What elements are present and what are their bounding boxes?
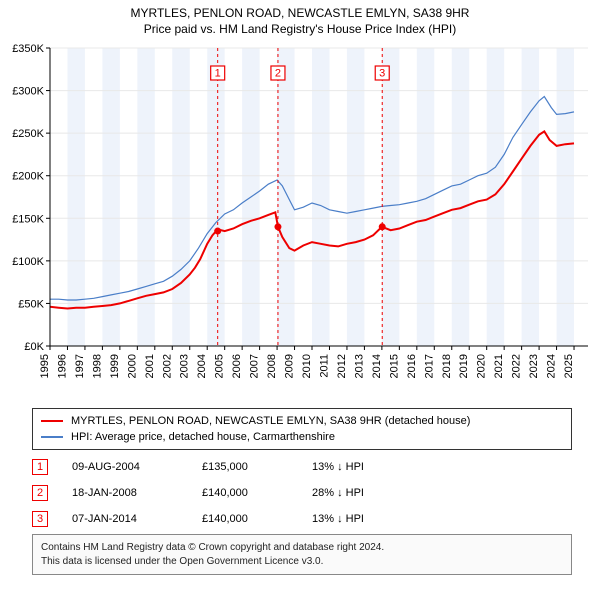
svg-text:2009: 2009: [284, 354, 296, 378]
svg-text:1: 1: [215, 68, 221, 80]
svg-text:2014: 2014: [371, 354, 383, 378]
svg-text:£100K: £100K: [12, 256, 44, 268]
legend-label: MYRTLES, PENLON ROAD, NEWCASTLE EMLYN, S…: [71, 415, 470, 427]
svg-text:2016: 2016: [406, 354, 418, 378]
svg-text:2011: 2011: [318, 354, 330, 378]
events-list: 1 09-AUG-2004 £135,000 13% ↓ HPI 2 18-JA…: [32, 454, 572, 532]
footer-attribution: Contains HM Land Registry data © Crown c…: [32, 534, 572, 575]
legend-row: HPI: Average price, detached house, Carm…: [41, 429, 563, 445]
footer-line: This data is licensed under the Open Gov…: [41, 555, 563, 569]
event-price: £135,000: [202, 461, 312, 473]
svg-text:2000: 2000: [126, 354, 138, 378]
svg-text:1999: 1999: [109, 354, 121, 378]
svg-text:2002: 2002: [161, 354, 173, 378]
event-marker: 3: [32, 511, 48, 527]
svg-text:1998: 1998: [91, 354, 103, 378]
svg-text:2008: 2008: [266, 354, 278, 378]
svg-text:2021: 2021: [493, 354, 505, 378]
event-row: 2 18-JAN-2008 £140,000 28% ↓ HPI: [32, 480, 572, 506]
svg-text:£200K: £200K: [12, 171, 44, 183]
svg-text:2010: 2010: [301, 354, 313, 378]
svg-text:£300K: £300K: [12, 86, 44, 98]
svg-text:2001: 2001: [144, 354, 156, 378]
chart-area: 1 2 3 £0K £50K £100K £150K £200K £250K £300K £350K…: [0, 42, 600, 402]
svg-text:2004: 2004: [196, 354, 208, 378]
svg-text:2024: 2024: [546, 354, 558, 378]
svg-text:1996: 1996: [56, 354, 68, 378]
svg-text:2023: 2023: [528, 354, 540, 378]
svg-text:£250K: £250K: [12, 128, 44, 140]
svg-text:1995: 1995: [39, 354, 51, 378]
svg-text:2013: 2013: [353, 354, 365, 378]
event-marker: 2: [32, 485, 48, 501]
svg-text:£50K: £50K: [18, 298, 44, 310]
title-block: MYRTLES, PENLON ROAD, NEWCASTLE EMLYN, S…: [0, 0, 600, 36]
chart-svg: 1 2 3 £0K £50K £100K £150K £200K £250K £300K £350K…: [0, 42, 600, 402]
title-subtitle: Price paid vs. HM Land Registry's House …: [0, 22, 600, 36]
svg-text:2003: 2003: [179, 354, 191, 378]
svg-text:2015: 2015: [388, 354, 400, 378]
event-delta: 28% ↓ HPI: [312, 487, 364, 499]
svg-text:2012: 2012: [336, 354, 348, 378]
svg-text:2019: 2019: [458, 354, 470, 378]
event-date: 07-JAN-2014: [72, 513, 202, 525]
event-row: 1 09-AUG-2004 £135,000 13% ↓ HPI: [32, 454, 572, 480]
svg-text:2: 2: [275, 68, 281, 80]
svg-text:2018: 2018: [441, 354, 453, 378]
legend-swatch: [41, 420, 63, 422]
svg-text:2022: 2022: [511, 354, 523, 378]
svg-text:£150K: £150K: [12, 213, 44, 225]
svg-text:2006: 2006: [231, 354, 243, 378]
event-price: £140,000: [202, 513, 312, 525]
footer-line: Contains HM Land Registry data © Crown c…: [41, 541, 563, 555]
svg-text:2020: 2020: [476, 354, 488, 378]
event-date: 18-JAN-2008: [72, 487, 202, 499]
event-date: 09-AUG-2004: [72, 461, 202, 473]
legend-label: HPI: Average price, detached house, Carm…: [71, 431, 335, 443]
event-price: £140,000: [202, 487, 312, 499]
event-delta: 13% ↓ HPI: [312, 461, 364, 473]
legend: MYRTLES, PENLON ROAD, NEWCASTLE EMLYN, S…: [32, 408, 572, 450]
svg-text:2005: 2005: [214, 354, 226, 378]
svg-text:£0K: £0K: [24, 341, 44, 353]
legend-swatch: [41, 436, 63, 438]
legend-row: MYRTLES, PENLON ROAD, NEWCASTLE EMLYN, S…: [41, 413, 563, 429]
event-row: 3 07-JAN-2014 £140,000 13% ↓ HPI: [32, 506, 572, 532]
svg-text:2025: 2025: [563, 354, 575, 378]
svg-text:£350K: £350K: [12, 43, 44, 55]
title-address: MYRTLES, PENLON ROAD, NEWCASTLE EMLYN, S…: [0, 6, 600, 20]
svg-text:2007: 2007: [249, 354, 261, 378]
svg-text:1997: 1997: [74, 354, 86, 378]
event-marker: 1: [32, 459, 48, 475]
svg-text:2017: 2017: [423, 354, 435, 378]
svg-text:3: 3: [379, 68, 385, 80]
event-delta: 13% ↓ HPI: [312, 513, 364, 525]
